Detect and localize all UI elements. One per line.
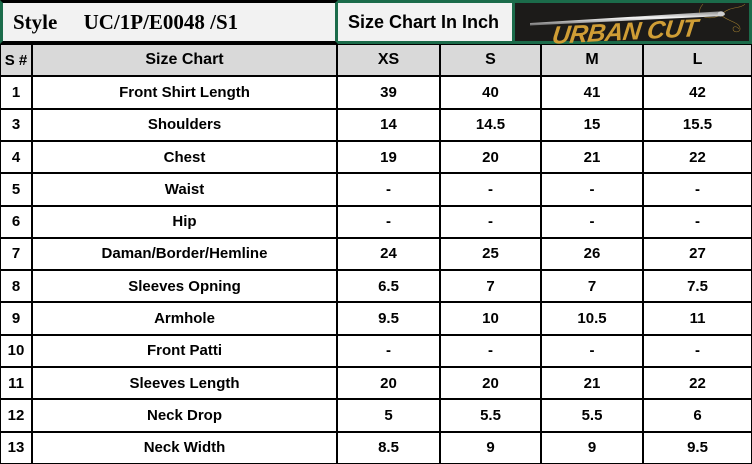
svg-text:URBAN CUT: URBAN CUT bbox=[551, 14, 703, 45]
